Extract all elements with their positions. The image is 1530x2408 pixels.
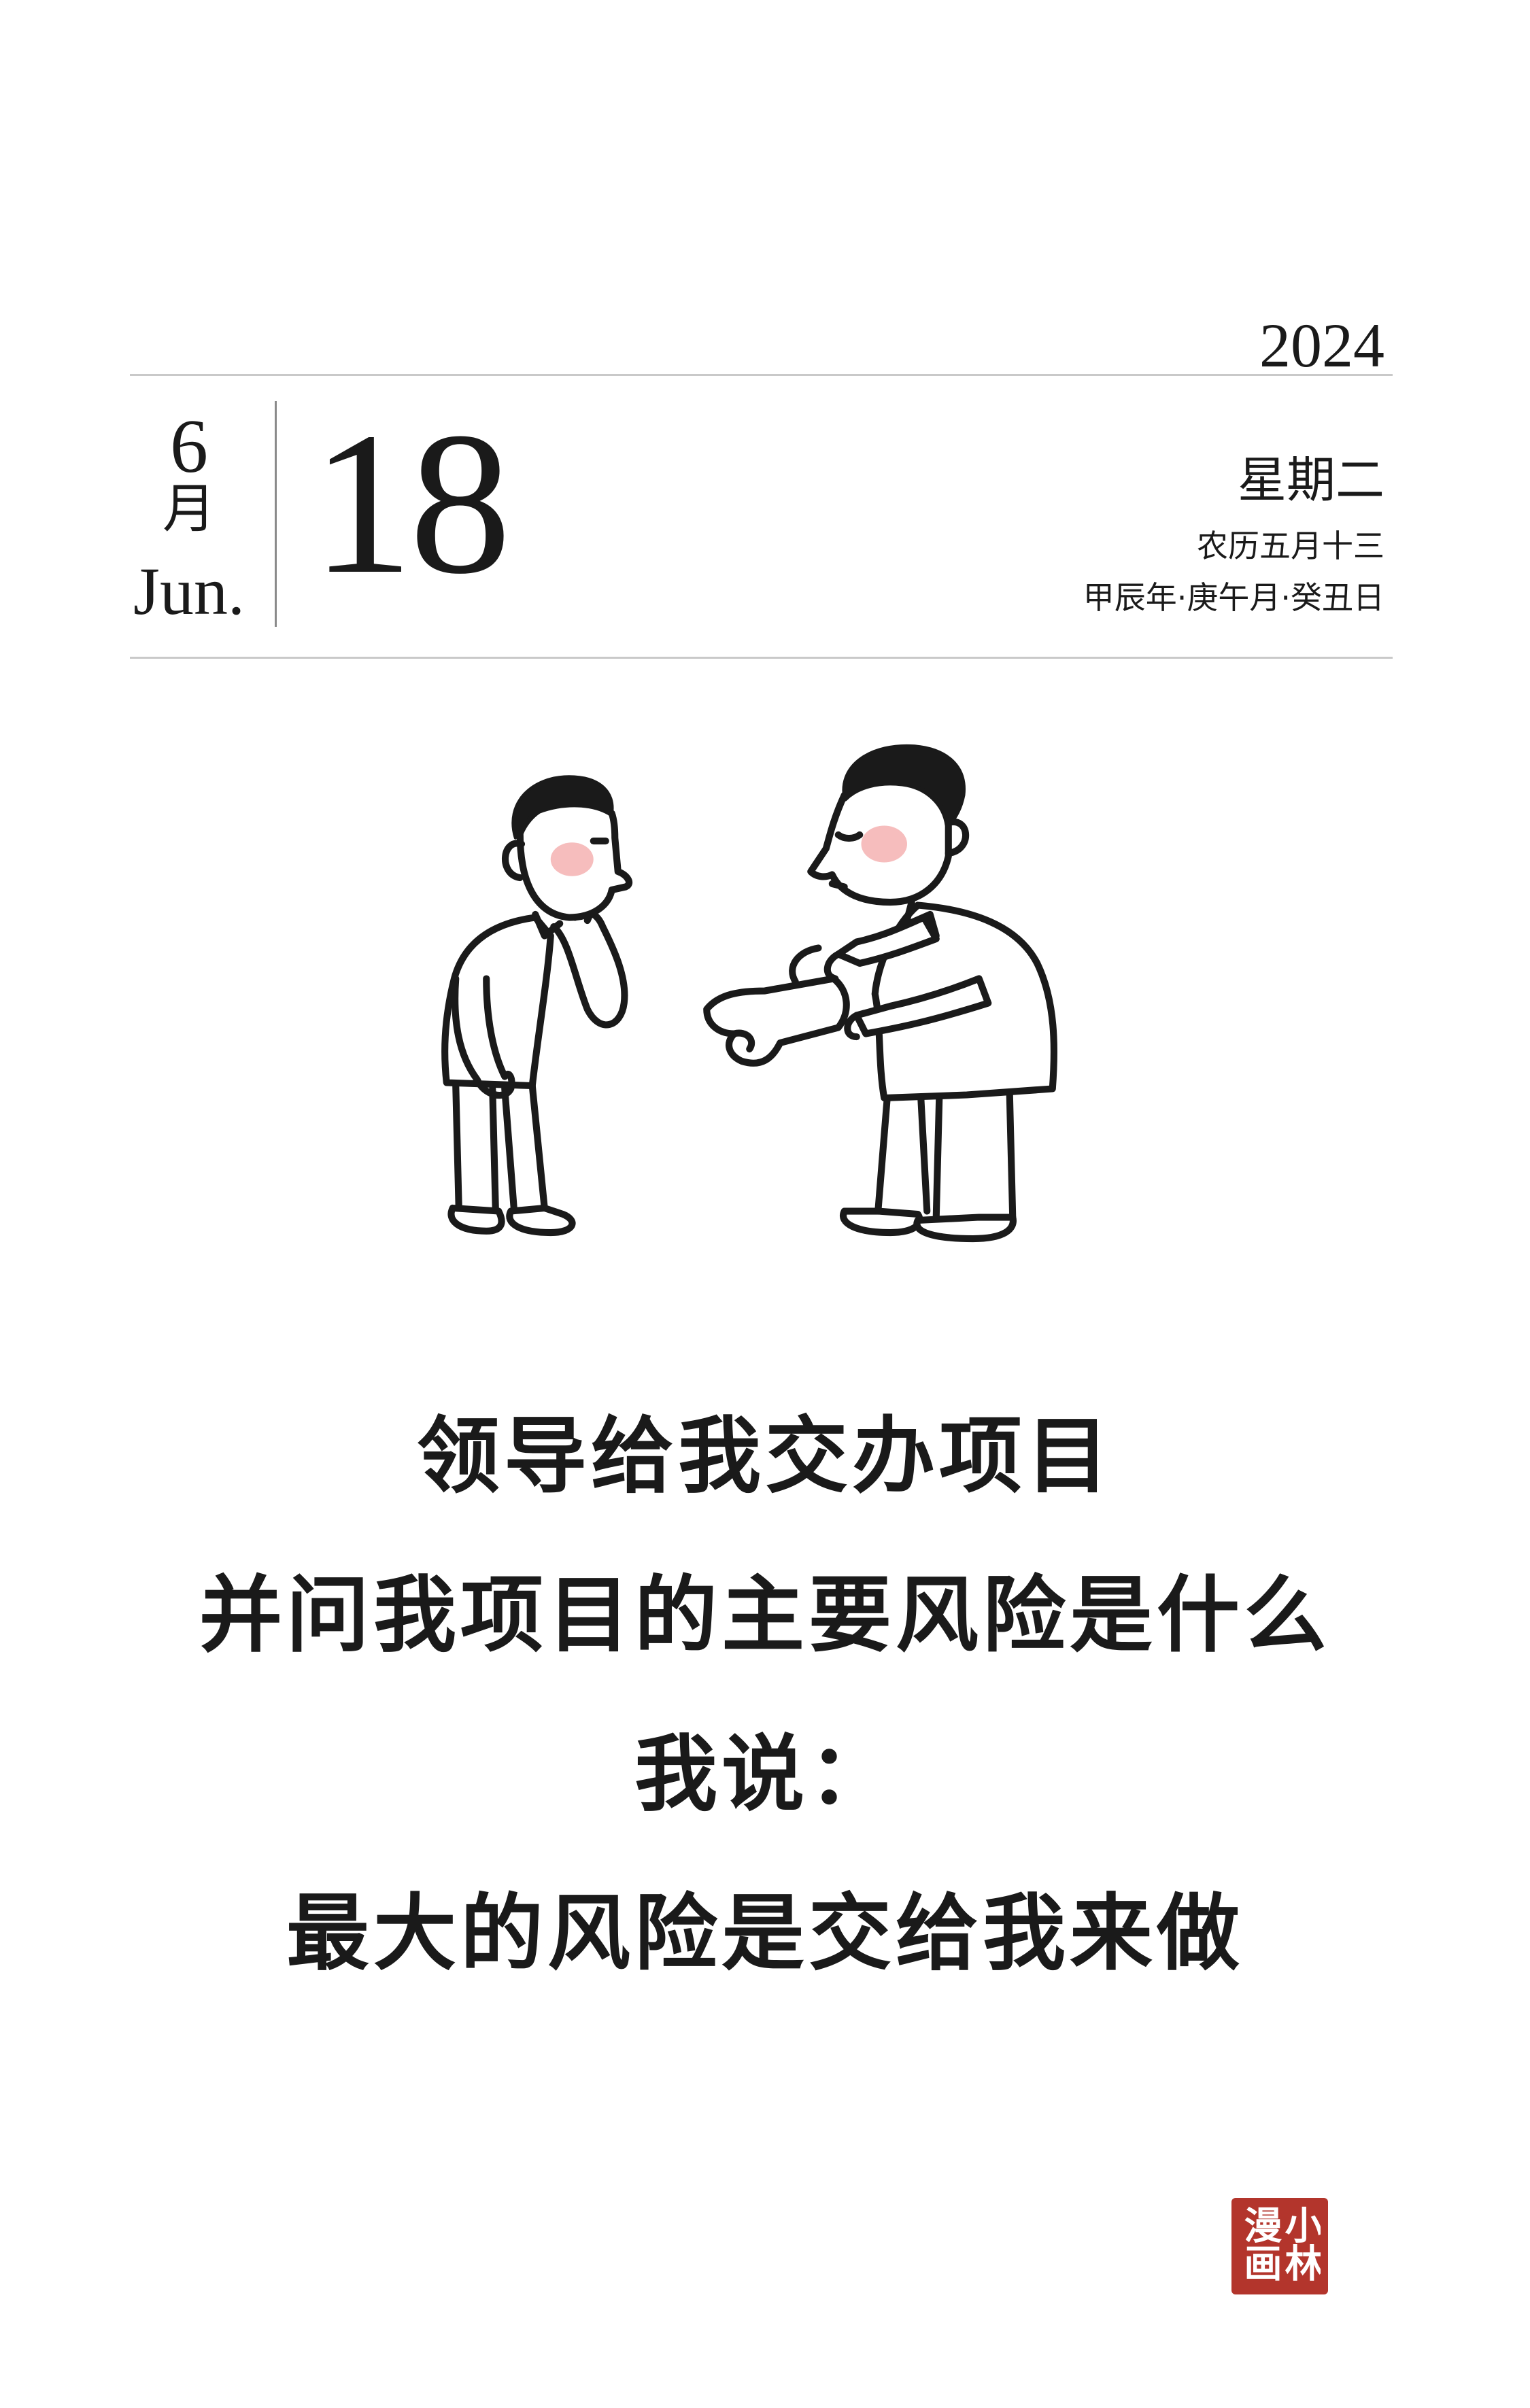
leader-paper-curl	[730, 944, 822, 1053]
thinking-man-blush	[550, 842, 594, 876]
thinking-man-right-shoe	[506, 1204, 576, 1237]
leader-collar	[902, 898, 940, 940]
artist-seal: 小林漫画	[1231, 2198, 1328, 2294]
seal-text: 小林漫画	[1239, 2205, 1321, 2282]
leader-right-shoe	[913, 1214, 1017, 1243]
day-number: 18	[311, 390, 511, 616]
month-english: Jun.	[133, 553, 245, 629]
leader-paper	[703, 975, 850, 1067]
comic-illustration	[441, 744, 1058, 1243]
thinking-man-figure	[441, 775, 633, 1237]
thinking-man-hanging-arm	[452, 975, 515, 1099]
leader-trousers	[874, 1091, 1017, 1221]
thinking-man-ear	[502, 840, 526, 882]
caption-line: 领导给我交办项目	[417, 1408, 1113, 1504]
leader-upper-arm	[834, 914, 940, 967]
leader-lower-arm	[853, 975, 992, 1037]
top-rule	[130, 374, 1393, 376]
leader-hair	[842, 744, 966, 827]
caption-line: 并问我项目的主要风险是什么	[199, 1567, 1331, 1664]
thinking-man-left-shoe	[447, 1204, 505, 1235]
month-number: 6	[170, 405, 208, 489]
weekday-label: 星期二	[1237, 451, 1384, 509]
year-label: 2024	[1259, 311, 1384, 380]
thinking-man-raised-arm	[550, 908, 628, 1029]
leader-mouth	[828, 880, 848, 891]
leader-hands	[823, 950, 860, 1041]
leader-left-shoe	[840, 1207, 923, 1237]
thinking-man-trousers	[452, 1082, 548, 1212]
bottom-rule	[130, 657, 1393, 659]
leader-figure	[703, 744, 1058, 1243]
leader-blush	[861, 825, 907, 863]
leader-eye	[834, 831, 864, 842]
caption-line: 我说：	[634, 1726, 896, 1823]
month-chinese: 月	[162, 479, 216, 540]
thinking-man-jacket	[441, 914, 554, 1090]
lunar-date: 农历五月十三	[1197, 528, 1384, 564]
thinking-man-collar	[532, 910, 564, 940]
vertical-divider	[275, 401, 277, 627]
caption-line: 最大的风险是交给我来做	[286, 1885, 1244, 1982]
ganzhi-date: 甲辰年·庚午月·癸丑日	[1083, 579, 1384, 616]
leader-ear	[945, 818, 970, 857]
thinking-man-hair	[511, 775, 614, 840]
comic-caption: 领导给我交办项目 并问我项目的主要风险是什么 我说： 最大的风险是交给我来做	[0, 1377, 1530, 2013]
